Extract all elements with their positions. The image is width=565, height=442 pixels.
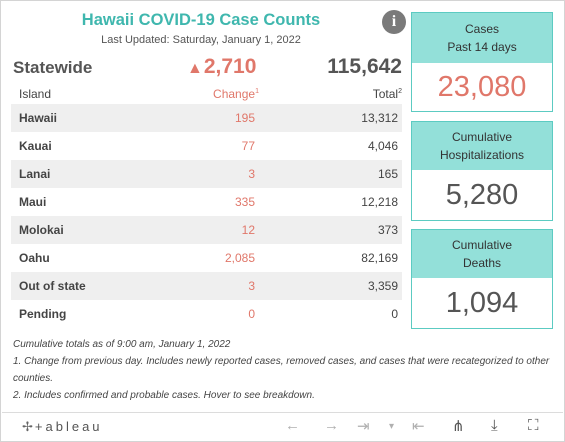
revert-icon[interactable]: ⇥ xyxy=(357,418,370,435)
table-row[interactable]: Out of state 3 3,359 xyxy=(11,272,402,300)
column-header-total-label: Total xyxy=(372,87,399,101)
card-header-line1: Cumulative xyxy=(451,238,513,252)
redo-icon[interactable]: → xyxy=(324,417,339,434)
island-name: Kauai xyxy=(19,139,52,153)
island-total: 373 xyxy=(377,223,398,237)
island-total: 12,218 xyxy=(361,195,398,209)
table-row[interactable]: Lanai 3 165 xyxy=(11,160,402,188)
statewide-change: ▲2,710 xyxy=(187,55,256,79)
card-header-line2: Past 14 days xyxy=(447,40,517,54)
footnote-timestamp: Cumulative totals as of 9:00 am, January… xyxy=(13,339,231,350)
card-header-line1: Cases xyxy=(464,22,499,36)
card-header: Cumulative Hospitalizations xyxy=(412,122,552,170)
column-header-change: Change1 xyxy=(213,87,259,101)
island-change: 77 xyxy=(241,139,255,153)
table-row[interactable]: Oahu 2,085 82,169 xyxy=(11,244,402,272)
revert-dropdown-icon[interactable]: ▾ xyxy=(389,421,395,432)
table-row[interactable]: Hawaii 195 13,312 xyxy=(11,104,402,132)
share-icon[interactable]: ⋔ xyxy=(452,418,465,435)
island-total: 3,359 xyxy=(367,279,398,293)
card-header-line1: Cumulative xyxy=(451,130,512,144)
statewide-total: 115,642 xyxy=(327,55,402,78)
island-change: 335 xyxy=(234,195,255,209)
footnotes: Cumulative totals as of 9:00 am, January… xyxy=(13,336,553,404)
tableau-toolbar: ✢ +ableau ← → ⇥ ▾ ⇤ ⋔ ⤓ ⛶ xyxy=(2,412,563,440)
footnote-2-marker: 2 xyxy=(398,88,402,95)
footnote-2: 2. Includes confirmed and probable cases… xyxy=(13,390,315,401)
info-icon[interactable]: i xyxy=(382,10,406,34)
island-name: Pending xyxy=(19,307,67,321)
island-name: Molokai xyxy=(19,223,64,237)
tableau-logo-mark: ✢ xyxy=(22,419,33,434)
tableau-logo[interactable]: ✢ +ableau xyxy=(22,419,103,435)
undo-icon[interactable]: ← xyxy=(285,417,300,434)
statewide-change-value: 2,710 xyxy=(203,55,257,78)
last-updated-text: Last Updated: Saturday, January 1, 2022 xyxy=(101,34,301,46)
island-change: 3 xyxy=(248,279,255,293)
card-header-line2: Deaths xyxy=(462,256,502,270)
island-table: Hawaii 195 13,312 Kauai 77 4,046 Lanai 3… xyxy=(11,104,402,328)
download-icon[interactable]: ⤓ xyxy=(491,417,498,434)
footnote-1-marker: 1 xyxy=(255,88,259,95)
reset-icon[interactable]: ⇤ xyxy=(412,418,425,435)
island-name: Oahu xyxy=(19,251,50,265)
table-row[interactable]: Pending 0 0 xyxy=(11,300,402,328)
fullscreen-icon[interactable]: ⛶ xyxy=(528,417,539,434)
table-row[interactable]: Kauai 77 4,046 xyxy=(11,132,402,160)
island-total: 165 xyxy=(377,167,398,181)
island-total: 13,312 xyxy=(361,111,398,125)
up-arrow-icon: ▲ xyxy=(187,60,203,77)
cumulative-deaths-card[interactable]: Cumulative Deaths 1,094 xyxy=(411,229,553,329)
island-change: 2,085 xyxy=(224,251,255,265)
island-name: Hawaii xyxy=(19,111,58,125)
cumulative-hospitalizations-value: 5,280 xyxy=(445,178,519,211)
card-header: Cases Past 14 days xyxy=(412,13,552,63)
island-name: Maui xyxy=(19,195,47,209)
island-name: Lanai xyxy=(19,167,51,181)
column-header-change-label: Change xyxy=(213,87,256,101)
cases-past-14-days-value: 23,080 xyxy=(437,70,527,103)
island-name: Out of state xyxy=(19,279,86,293)
statewide-label: Statewide xyxy=(13,58,93,77)
island-total: 0 xyxy=(391,307,398,321)
dashboard-title: Hawaii COVID-19 Case Counts xyxy=(81,11,321,29)
tableau-logo-text: +ableau xyxy=(34,419,103,434)
island-change: 12 xyxy=(241,223,255,237)
card-header-line2: Hospitalizations xyxy=(439,148,525,162)
island-change: 0 xyxy=(248,307,255,321)
column-header-total: Total2 xyxy=(373,87,402,101)
card-header: Cumulative Deaths xyxy=(412,230,552,278)
cumulative-hospitalizations-card[interactable]: Cumulative Hospitalizations 5,280 xyxy=(411,121,553,221)
column-header-island: Island xyxy=(19,87,52,101)
table-row[interactable]: Molokai 12 373 xyxy=(11,216,402,244)
island-change: 3 xyxy=(248,167,255,181)
cumulative-deaths-value: 1,094 xyxy=(445,286,519,319)
cases-past-14-days-card[interactable]: Cases Past 14 days 23,080 xyxy=(411,12,553,112)
island-change: 195 xyxy=(234,111,255,125)
footnote-1: 1. Change from previous day. Includes ne… xyxy=(13,356,550,384)
island-total: 82,169 xyxy=(361,251,398,265)
table-row[interactable]: Maui 335 12,218 xyxy=(11,188,402,216)
island-total: 4,046 xyxy=(367,139,398,153)
